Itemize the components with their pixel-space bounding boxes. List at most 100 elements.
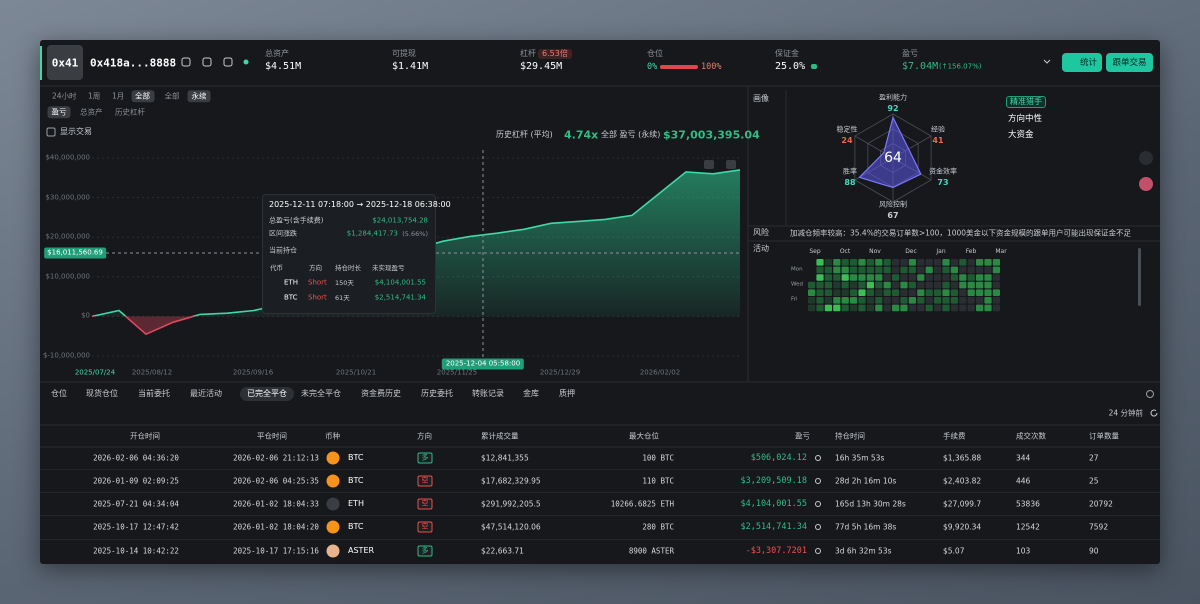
tooltip-side: Short	[308, 278, 327, 287]
coin-icon	[326, 451, 340, 465]
tooltip-label: 总盈亏(含手续费)	[269, 216, 324, 225]
heatmap-cell	[908, 266, 916, 274]
cell: 2026-02-06 21:12:13	[233, 453, 319, 463]
tooltip-coin: ETH	[284, 278, 298, 287]
tab[interactable]: 未完全平仓	[301, 389, 341, 398]
checkbox	[46, 127, 56, 137]
cell: 103	[1016, 546, 1031, 556]
cell: 3d 6h 32m 53s	[835, 546, 892, 556]
cell: -$3,307.7201	[745, 545, 807, 556]
summary-label: 历史杠杆 (平均)	[496, 130, 553, 139]
metric-filter[interactable]: 历史杠杆	[115, 107, 145, 117]
cell: $4,104,001.55	[740, 498, 807, 509]
heatmap-cell	[824, 304, 832, 312]
avatar	[47, 45, 83, 80]
tooltip-pnl: $2,514,741.34	[374, 293, 426, 302]
heatmap-cell	[992, 274, 1000, 281]
tooltip-side: Short	[308, 293, 327, 302]
heatmap-cell	[866, 259, 874, 266]
cell: 90	[1089, 546, 1099, 556]
copy-button[interactable]	[1106, 53, 1153, 72]
heatmap-cell	[908, 304, 916, 312]
period-filter[interactable]: 1月	[112, 91, 125, 101]
tooltip-coin: BTC	[284, 293, 298, 302]
heatmap-cell	[841, 297, 849, 304]
heatmap-cell	[850, 304, 858, 312]
tab[interactable]: 当前委托	[138, 389, 170, 398]
market-filter[interactable]: 永续	[187, 90, 211, 102]
button-text[interactable]: 统计	[1080, 57, 1098, 68]
heatmap-cell	[934, 281, 942, 289]
tab[interactable]: 历史委托	[421, 389, 453, 398]
heatmap-cell	[992, 289, 1000, 296]
heatmap-cell	[841, 259, 849, 266]
heatmap-cell	[850, 297, 858, 304]
heatmap-cell	[808, 297, 816, 304]
direction-badge: 空	[417, 498, 433, 510]
heatmap-cell	[892, 289, 900, 296]
column-header: 开仓时间	[130, 431, 160, 441]
period-filter[interactable]: 1周	[88, 91, 101, 101]
month-label: Dec	[905, 248, 917, 255]
tooltip-header: 代币	[270, 263, 283, 272]
cell: $27,099.7	[943, 499, 982, 509]
direction-badge: 多	[417, 452, 433, 464]
metric-filter[interactable]: 总资产	[80, 107, 103, 117]
refresh-icon	[1150, 409, 1158, 417]
y-tick-label: $30,000,000	[45, 193, 90, 202]
heatmap-cell	[908, 274, 916, 281]
heatmap-cell	[992, 304, 1000, 312]
heatmap-cell	[858, 266, 866, 274]
tag: 精准猎手	[1006, 96, 1046, 108]
heatmap-cell	[992, 297, 1000, 304]
tooltip-value: $24,013,754.28	[372, 216, 428, 225]
summary-value: 4.74x	[564, 128, 599, 142]
heatmap-cell	[984, 297, 992, 304]
cell: 53836	[1016, 499, 1040, 509]
cell: 10266.6825 ETH	[610, 499, 674, 509]
heatmap-cell	[917, 304, 925, 312]
tab[interactable]: 资金费历史	[361, 389, 401, 398]
metric-filter[interactable]: 盈亏	[47, 106, 71, 118]
heatmap-cell	[841, 281, 849, 289]
heatmap-cell	[992, 281, 1000, 289]
heatmap-cell	[967, 281, 975, 289]
stats-button[interactable]	[1062, 53, 1102, 72]
heatmap-cell	[984, 274, 992, 281]
period-filter[interactable]: 全部	[131, 90, 154, 102]
heatmap-cell	[950, 297, 958, 304]
tab[interactable]: 转账记录	[472, 389, 504, 398]
stat-label: 仓位	[647, 49, 663, 58]
period-filter[interactable]: 24小时	[52, 91, 77, 101]
heatmap-cell	[866, 297, 874, 304]
stat-label: 盈亏	[902, 49, 918, 58]
radar-value: 24	[841, 135, 853, 145]
tab[interactable]: 金库	[523, 389, 539, 398]
y-tick-label: $20,000,000	[45, 232, 90, 241]
tab[interactable]: 已完全平仓	[240, 387, 294, 401]
tab[interactable]: 现货仓位	[86, 389, 118, 398]
heatmap-cell	[942, 289, 950, 296]
tab[interactable]: 最近活动	[190, 389, 222, 398]
stat-label: 杠杆	[520, 49, 536, 58]
share-icon	[815, 524, 821, 530]
heatmap-cell	[883, 304, 891, 312]
radar-value: 41	[932, 135, 944, 145]
heatmap-cell	[866, 289, 874, 296]
tab[interactable]: 质押	[559, 389, 575, 398]
tab[interactable]: 仓位	[51, 389, 67, 398]
heatmap-cell	[925, 289, 933, 296]
heatmap-cell	[850, 289, 858, 296]
heatmap-cell	[917, 281, 925, 289]
cell: 110 BTC	[642, 476, 674, 486]
radar-value: 73	[937, 177, 949, 187]
column-header: 订单数量	[1089, 431, 1119, 441]
heatmap-cell	[875, 297, 883, 304]
cell: 20792	[1089, 499, 1113, 509]
market-filter[interactable]: 全部	[164, 91, 180, 101]
button-text[interactable]: 跟单交易	[1112, 57, 1147, 68]
column-header: 平仓时间	[257, 431, 287, 441]
checkbox-label[interactable]: 显示交易	[60, 127, 92, 136]
coin-icon	[326, 474, 340, 488]
